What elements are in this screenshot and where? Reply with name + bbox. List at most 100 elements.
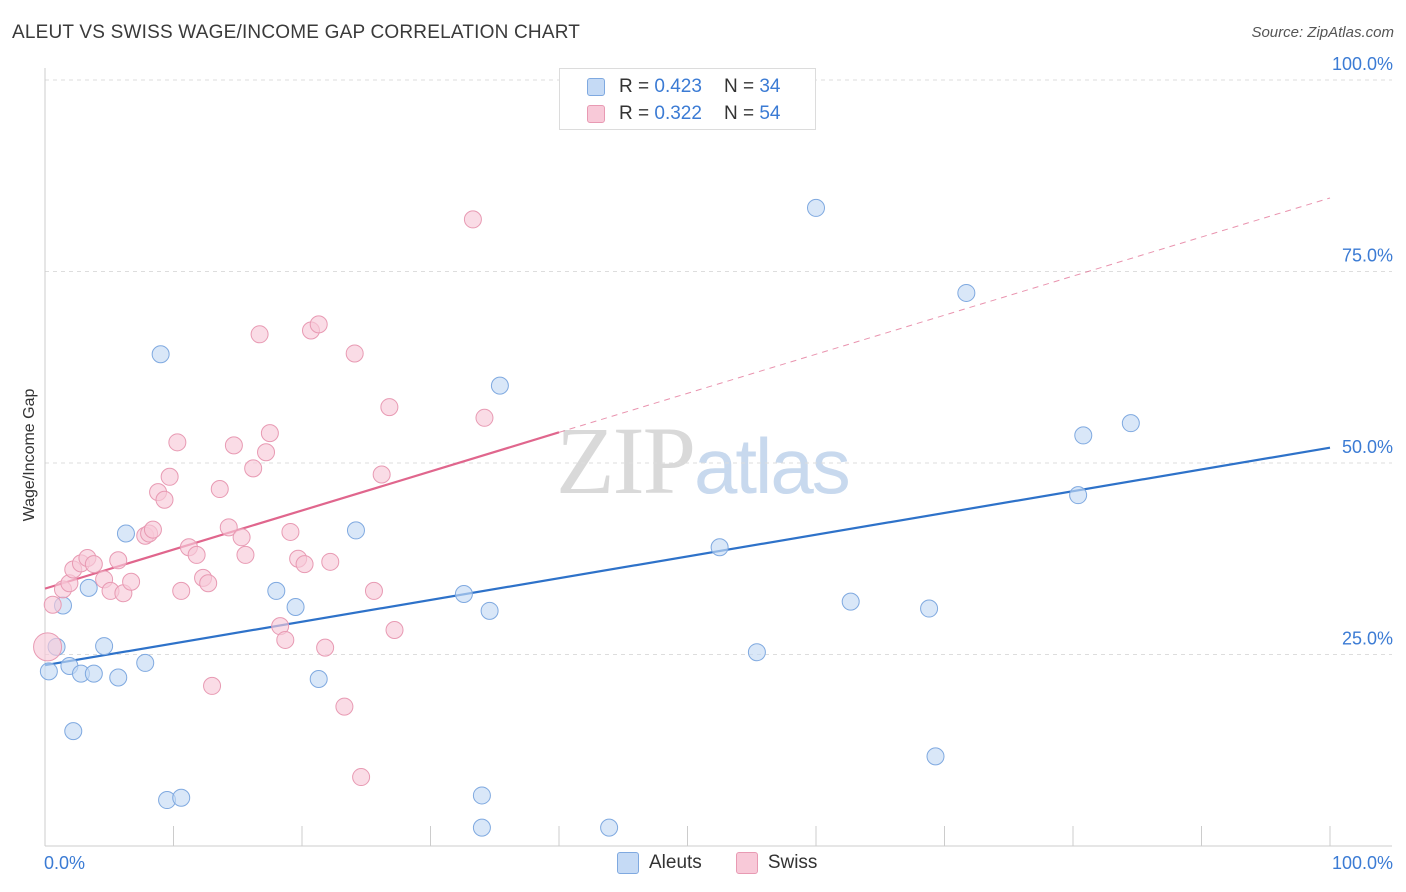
y-tick-label-3: 100.0%	[1332, 54, 1393, 74]
swiss-point-29	[232, 528, 251, 547]
aleuts-point-4	[64, 722, 83, 741]
y-axis-label: Wage/Income Gap	[21, 388, 38, 522]
aleuts-point-22	[480, 601, 499, 620]
aleuts-point-30	[926, 747, 945, 766]
aleuts-point-8	[95, 637, 114, 656]
swiss-r-value: 0.322	[654, 103, 702, 124]
correlation-legend: R = 0.423 N = 34 R = 0.322 N = 54	[559, 68, 816, 130]
chart-title: ALEUT VS SWISS WAGE/INCOME GAP CORRELATI…	[12, 22, 581, 43]
aleuts-n-value: 34	[759, 76, 781, 97]
swiss-point-7	[84, 555, 103, 574]
aleuts-r-label: R =	[619, 76, 650, 97]
swiss-point-33	[257, 443, 276, 462]
aleuts-point-34	[1121, 414, 1140, 433]
aleuts-point-15	[267, 581, 286, 600]
axes	[44, 68, 1392, 847]
legend-row-aleuts: R = 0.423 N = 34	[587, 75, 780, 99]
trend-lines	[44, 197, 1331, 667]
aleuts-point-26	[747, 643, 766, 662]
aleuts-point-27	[807, 198, 825, 217]
legend-item-swiss: Swiss	[735, 852, 818, 874]
legend-item-aleuts: Aleuts	[617, 852, 702, 874]
swiss-point-47	[364, 581, 383, 600]
swiss-point-34	[260, 424, 279, 443]
swiss-point-12	[122, 572, 141, 591]
swiss-point-50	[385, 620, 404, 639]
source-label: Source: ZipAtlas.com	[1251, 24, 1394, 41]
swiss-point-46	[352, 768, 371, 787]
aleuts-point-11	[136, 653, 155, 672]
swiss-n-value: 54	[759, 103, 781, 124]
aleuts-point-18	[346, 521, 365, 540]
swiss-point-43	[321, 552, 340, 571]
swiss-point-51	[463, 210, 482, 229]
aleuts-point-6	[79, 578, 98, 597]
swiss-swatch	[587, 105, 605, 123]
swiss-point-44	[335, 697, 354, 716]
legend-row-swiss: R = 0.322 N = 54	[587, 102, 780, 126]
swiss-point-27	[219, 518, 238, 537]
swiss-point-41	[309, 315, 328, 334]
swiss-point-39	[295, 555, 314, 574]
aleuts-point-23	[490, 376, 509, 395]
aleuts-point-16	[286, 598, 305, 617]
trend-line-swiss-1	[44, 431, 560, 590]
swiss-point-37	[281, 522, 300, 541]
swiss-point-31	[244, 459, 263, 478]
tick-labels: 25.0% 50.0% 75.0% 100.0% 0.0% 100.0%	[44, 54, 1393, 873]
swiss-point-19	[168, 433, 187, 452]
swiss-point-48	[372, 465, 391, 484]
aleuts-point-19	[454, 584, 473, 603]
y-tick-label-0: 25.0%	[1342, 629, 1393, 649]
aleuts-point-14	[172, 788, 191, 807]
swiss-point-25	[203, 676, 222, 695]
swiss-point-45	[345, 344, 364, 363]
swiss-legend-label: Swiss	[767, 852, 818, 873]
grid-lines	[45, 79, 1392, 655]
swiss-point-17	[155, 490, 174, 509]
y-tick-label-2: 75.0%	[1342, 246, 1393, 266]
aleuts-point-33	[1074, 426, 1093, 445]
swiss-point-26	[210, 480, 229, 499]
aleuts-n-label: N =	[723, 76, 755, 97]
aleuts-point-31	[957, 283, 976, 302]
swiss-point-49	[380, 398, 399, 417]
aleuts-point-28	[841, 592, 860, 611]
swiss-point-30	[236, 545, 255, 564]
aleuts-legend-swatch	[617, 852, 639, 874]
swiss-point-0	[33, 632, 63, 662]
swiss-point-42	[316, 638, 335, 657]
swiss-legend-swatch	[735, 852, 758, 874]
swiss-n-label: N =	[723, 103, 755, 124]
swiss-r-label: R =	[619, 103, 650, 124]
swiss-point-20	[172, 581, 191, 600]
aleuts-point-32	[1069, 486, 1088, 505]
aleuts-point-0	[39, 662, 58, 681]
data-points	[33, 198, 1140, 837]
swiss-point-18	[160, 467, 179, 486]
x-tick-label-0: 0.0%	[44, 853, 85, 873]
aleuts-point-20	[472, 786, 491, 805]
aleuts-point-10	[116, 524, 135, 543]
aleuts-point-25	[710, 538, 729, 557]
trend-line-aleuts-0	[44, 446, 1331, 667]
series-legend: Aleuts Swiss	[617, 852, 851, 874]
aleuts-legend-label: Aleuts	[649, 852, 702, 873]
swiss-point-10	[109, 551, 128, 570]
swiss-point-1	[43, 595, 62, 614]
aleuts-swatch	[587, 78, 605, 96]
x-tick-label-1: 100.0%	[1332, 853, 1393, 873]
aleuts-point-17	[309, 670, 328, 689]
aleuts-point-12	[151, 345, 170, 364]
trend-line-swiss-2	[558, 197, 1331, 433]
aleuts-point-29	[920, 599, 939, 618]
swiss-point-24	[199, 574, 218, 593]
aleuts-point-7	[84, 664, 103, 683]
swiss-point-22	[187, 545, 206, 564]
swiss-point-15	[143, 520, 162, 539]
aleuts-point-24	[600, 818, 619, 837]
swiss-point-32	[250, 325, 269, 344]
aleuts-r-value: 0.423	[654, 76, 702, 97]
swiss-point-52	[475, 408, 494, 427]
